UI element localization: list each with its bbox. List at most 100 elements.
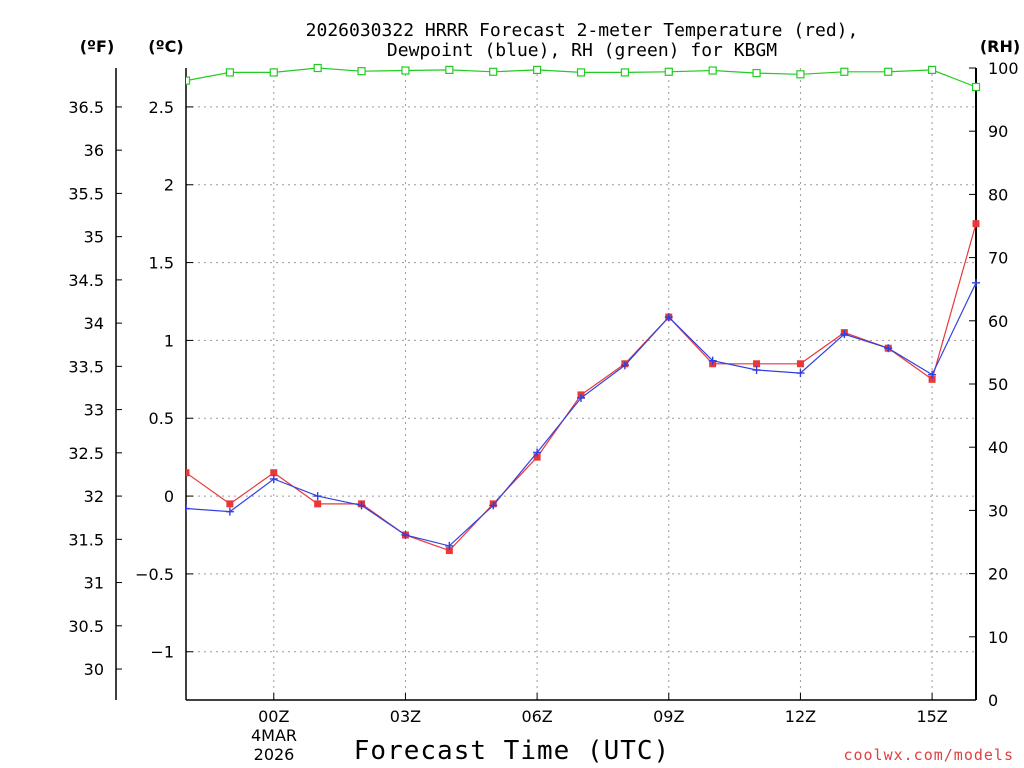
dewpoint-line (186, 282, 977, 547)
grid-lines (186, 68, 976, 700)
dewpoint-point (313, 492, 322, 501)
rh-tick-label: 20 (988, 565, 1008, 584)
celsius-tick-label: 0.5 (149, 409, 174, 428)
fahrenheit-tick-label: 32.5 (68, 444, 104, 463)
dewpoint-point (577, 394, 585, 403)
celsius-tick-label: 1.5 (149, 254, 174, 273)
x-tick-label: 09Z (653, 707, 684, 726)
date-label-month: 4MAR (251, 726, 297, 745)
dewpoint-point (884, 344, 893, 353)
temperature-point (445, 547, 453, 555)
axes (115, 67, 977, 701)
chart-title: 2026030322 HRRR Forecast 2-meter Tempera… (306, 20, 859, 41)
celsius-tick-label: 0 (164, 487, 174, 506)
fahrenheit-tick-label: 30 (84, 660, 104, 679)
rh-tick-label: 10 (988, 628, 1008, 647)
celsius-unit-label: (ºC) (148, 37, 183, 56)
tick-labels: 00Z 03Z 06Z 09Z 12Z 15Z −1 −0.5 0 0.5 1 1.5 2 2.5 30 30… (68, 59, 1018, 726)
rh-point (533, 65, 542, 74)
celsius-tick-label: −0.5 (135, 565, 174, 584)
rh-point (752, 68, 761, 78)
temperature-point (796, 360, 804, 368)
rh-tick-label: 0 (988, 691, 998, 710)
rh-point (576, 68, 586, 77)
rh-point (186, 76, 191, 85)
rh-tick-label: 90 (988, 122, 1008, 141)
temperature-point (270, 469, 278, 477)
data-series (186, 63, 981, 555)
rh-unit-label: (RH) (980, 37, 1020, 56)
dewpoint-point (752, 365, 761, 374)
fahrenheit-tick-label: 33.5 (68, 357, 104, 376)
temperature-point (928, 375, 936, 383)
temperature-point (753, 360, 761, 368)
fahrenheit-tick-label: 34 (84, 314, 104, 333)
celsius-tick-label: 2 (164, 176, 174, 195)
rh-point (401, 66, 410, 75)
rh-tick-label: 30 (988, 501, 1008, 520)
dewpoint-point (664, 313, 673, 322)
temperature-point (314, 500, 322, 508)
rh-point (225, 68, 234, 77)
celsius-tick-label: −1 (150, 643, 174, 662)
dewpoint-point (445, 541, 454, 550)
fahrenheit-tick-label: 33 (84, 401, 104, 420)
dewpoint-point (225, 507, 234, 516)
temperature-point (533, 453, 541, 461)
dewpoint-point (186, 504, 190, 513)
temperature-point (186, 469, 190, 477)
x-tick-label: 03Z (390, 707, 421, 726)
rh-point (971, 82, 981, 92)
dewpoint-point (796, 369, 805, 378)
rh-tick-label: 100 (988, 59, 1019, 78)
dewpoint-point (708, 356, 717, 365)
dewpoint-point (840, 330, 849, 339)
date-label-year: 2026 (254, 745, 295, 764)
credit-label: coolwx.com/models (843, 746, 1014, 764)
dewpoint-point (489, 501, 498, 510)
rh-point (840, 67, 849, 76)
celsius-tick-label: 1 (164, 331, 174, 350)
rh-tick-label: 50 (988, 375, 1008, 394)
rh-tick-label: 60 (988, 312, 1008, 331)
fahrenheit-tick-label: 35.5 (68, 184, 104, 203)
rh-point (620, 68, 629, 77)
fahrenheit-tick-label: 34.5 (68, 271, 104, 290)
dewpoint-point (620, 361, 629, 370)
x-tick-label: 00Z (258, 707, 289, 726)
rh-point (796, 70, 805, 79)
celsius-tick-label: 2.5 (149, 98, 174, 117)
rh-point (357, 67, 366, 76)
dewpoint-point (269, 474, 278, 483)
fahrenheit-tick-label: 35 (84, 228, 104, 247)
rh-tick-label: 80 (988, 185, 1008, 204)
fahrenheit-tick-label: 31 (84, 574, 104, 593)
dewpoint-point (401, 530, 410, 539)
rh-tick-label: 40 (988, 438, 1008, 457)
rh-tick-label: 70 (988, 249, 1008, 268)
dewpoint-point (533, 448, 542, 457)
x-tick-label: 15Z (916, 707, 947, 726)
rh-point (313, 63, 322, 73)
temperature-point (972, 220, 980, 228)
dewpoint-point (928, 370, 937, 379)
fahrenheit-tick-label: 36.5 (68, 98, 104, 117)
fahrenheit-unit-label: (ºF) (80, 37, 115, 56)
fahrenheit-tick-label: 30.5 (68, 617, 104, 636)
fahrenheit-tick-label: 31.5 (68, 530, 104, 549)
chart-subtitle: Dewpoint (blue), RH (green) for KBGM (387, 40, 777, 61)
dewpoint-point (972, 278, 980, 287)
x-tick-label: 06Z (521, 707, 552, 726)
rh-point (664, 67, 673, 76)
rh-point (884, 67, 893, 76)
rh-point (489, 67, 498, 76)
temperature-line (186, 223, 977, 552)
fahrenheit-tick-label: 32 (84, 487, 104, 506)
dewpoint-point (357, 501, 366, 510)
rh-point (928, 65, 937, 74)
rh-point (445, 65, 454, 74)
fahrenheit-tick-label: 36 (84, 141, 104, 160)
temperature-point (226, 500, 234, 508)
rh-point (269, 68, 278, 77)
